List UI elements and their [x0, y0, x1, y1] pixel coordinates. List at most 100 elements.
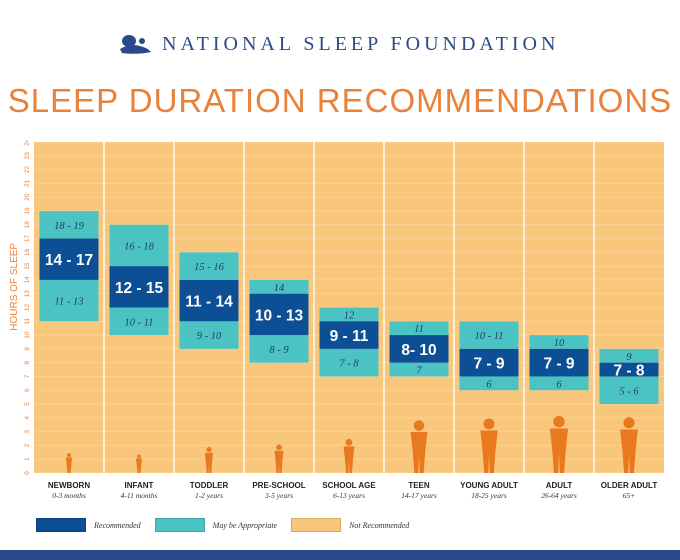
person-silhouette-icon	[549, 415, 569, 473]
may-be-appropriate-lower-label: 7 - 8	[339, 359, 359, 370]
bar-recommended	[179, 279, 239, 322]
person-silhouette-icon	[274, 444, 284, 473]
may-be-appropriate-upper-label: 11	[414, 324, 424, 335]
legend-swatch-may-be-appropriate	[154, 518, 205, 532]
bar-may-be-appropriate-lower	[389, 362, 449, 377]
may-be-appropriate-upper-label: 12	[344, 310, 355, 321]
bar-may-be-appropriate-upper	[389, 321, 449, 336]
recommended-label: 14 - 17	[45, 252, 93, 269]
silhouette-body	[549, 428, 569, 473]
bar-may-be-appropriate-lower	[319, 348, 379, 377]
bar-may-be-appropriate-lower	[459, 376, 519, 391]
may-be-appropriate-upper-label: 16 - 18	[124, 241, 154, 252]
recommended-label: 12 - 15	[115, 280, 164, 297]
category-label: TODDLER	[190, 481, 229, 490]
person-silhouette-icon	[410, 420, 428, 473]
y-tick-label: 7	[24, 374, 31, 378]
recommended-label: 8- 10	[401, 342, 436, 359]
legend-item-may-be-appropriate: May be Appropriate	[154, 518, 278, 532]
may-be-appropriate-lower-label: 10 - 11	[125, 317, 154, 328]
recommended-label: 9 - 11	[330, 328, 369, 345]
may-be-appropriate-lower-label: 8 - 9	[269, 345, 289, 356]
silhouette-body	[343, 446, 355, 473]
y-tick-label: 18	[24, 221, 31, 229]
y-tick-label: 20	[24, 193, 31, 201]
may-be-appropriate-upper-label: 18 - 19	[54, 221, 84, 232]
legend-item-not-recommended: Not Recommended	[291, 518, 409, 532]
may-be-appropriate-lower-label: 9 - 10	[197, 331, 222, 342]
may-be-appropriate-lower-label: 5 - 6	[619, 386, 639, 397]
y-tick-label: 23	[24, 152, 31, 160]
silhouette-body	[620, 429, 638, 473]
y-tick-label: 10	[24, 331, 31, 339]
category-label: PRE-SCHOOL	[252, 481, 305, 490]
category-age-label: 14-17 years	[401, 491, 437, 500]
silhouette-head	[623, 417, 635, 429]
y-tick-label: 19	[24, 207, 31, 215]
bar-recommended	[39, 238, 99, 280]
category-label: SCHOOL AGE	[322, 481, 376, 490]
category-label: TEEN	[408, 481, 430, 490]
silhouette-body	[480, 430, 498, 473]
bar-recommended	[109, 266, 169, 308]
category-age-label: 0-3 months	[52, 491, 86, 500]
y-tick-label: 2	[24, 443, 31, 447]
y-tick-label: 8	[24, 360, 31, 364]
person-silhouette-icon	[65, 453, 73, 473]
bar-recommended	[319, 321, 379, 349]
bar-may-be-appropriate-lower	[529, 376, 589, 391]
y-tick-label: 0	[24, 471, 31, 475]
may-be-appropriate-lower-label: 7	[416, 366, 422, 377]
silhouette-body	[136, 458, 142, 473]
y-tick-label: 4	[24, 416, 31, 420]
legend-label-may-be-appropriate: May be Appropriate	[212, 520, 278, 530]
bar-may-be-appropriate-upper	[319, 307, 379, 322]
y-tick-label: 17	[24, 235, 31, 243]
y-tick-label: 15	[24, 262, 31, 270]
recommended-label: 7 - 8	[613, 363, 644, 380]
sleep-chart: 0123456789101112131415161718192021222324…	[9, 140, 664, 500]
y-tick-label: 11	[24, 318, 31, 325]
bar-may-be-appropriate-upper	[459, 321, 519, 349]
person-silhouette-icon	[480, 418, 498, 473]
category-age-label: 18-25 years	[471, 491, 507, 500]
person-silhouette-icon	[620, 417, 638, 473]
legend-label-not-recommended: Not Recommended	[349, 520, 410, 530]
silhouette-head	[206, 446, 212, 453]
y-tick-label: 21	[24, 179, 31, 187]
chart-title: SLEEP DURATION RECOMMENDATIONS	[7, 82, 673, 119]
footer-band	[0, 550, 680, 560]
may-be-appropriate-upper-label: 10 - 11	[475, 331, 504, 342]
category-label: NEWBORN	[48, 481, 90, 490]
recommended-label: 11 - 14	[185, 294, 233, 311]
silhouette-head	[483, 418, 495, 430]
bar-may-be-appropriate-upper	[179, 252, 239, 280]
category-age-label: 3-5 years	[264, 491, 293, 500]
recommended-label: 10 - 13	[255, 307, 304, 324]
recommended-label: 7 - 9	[473, 356, 504, 373]
legend-swatch-recommended	[36, 518, 86, 532]
silhouette-head	[553, 415, 565, 428]
category-age-label: 6-13 years	[333, 491, 365, 500]
may-be-appropriate-lower-label: 11 - 13	[55, 297, 84, 308]
y-tick-label: 12	[24, 304, 31, 312]
category-age-label: 1-2 years	[195, 491, 223, 500]
silhouette-body	[204, 452, 214, 473]
bar-may-be-appropriate-lower	[39, 279, 99, 322]
y-tick-label: 3	[24, 429, 31, 433]
legend-label-recommended: Recommended	[94, 520, 141, 530]
category-age-label: 26-64 years	[541, 491, 577, 500]
category-age-label: 65+	[623, 491, 636, 500]
category-label: ADULT	[546, 481, 573, 490]
silhouette-body	[65, 457, 73, 473]
may-be-appropriate-upper-label: 10	[554, 338, 565, 349]
silhouette-head	[345, 438, 353, 446]
y-tick-label: 16	[24, 248, 31, 256]
bar-may-be-appropriate-upper	[599, 348, 659, 363]
silhouette-head	[276, 444, 282, 451]
bar-recommended	[599, 362, 659, 377]
logo: NATIONAL SLEEP FOUNDATION	[118, 30, 559, 58]
may-be-appropriate-upper-label: 9	[626, 352, 632, 363]
bar-may-be-appropriate-lower	[249, 335, 309, 363]
header: NATIONAL SLEEP FOUNDATION SLEEP DURATION…	[0, 0, 680, 140]
